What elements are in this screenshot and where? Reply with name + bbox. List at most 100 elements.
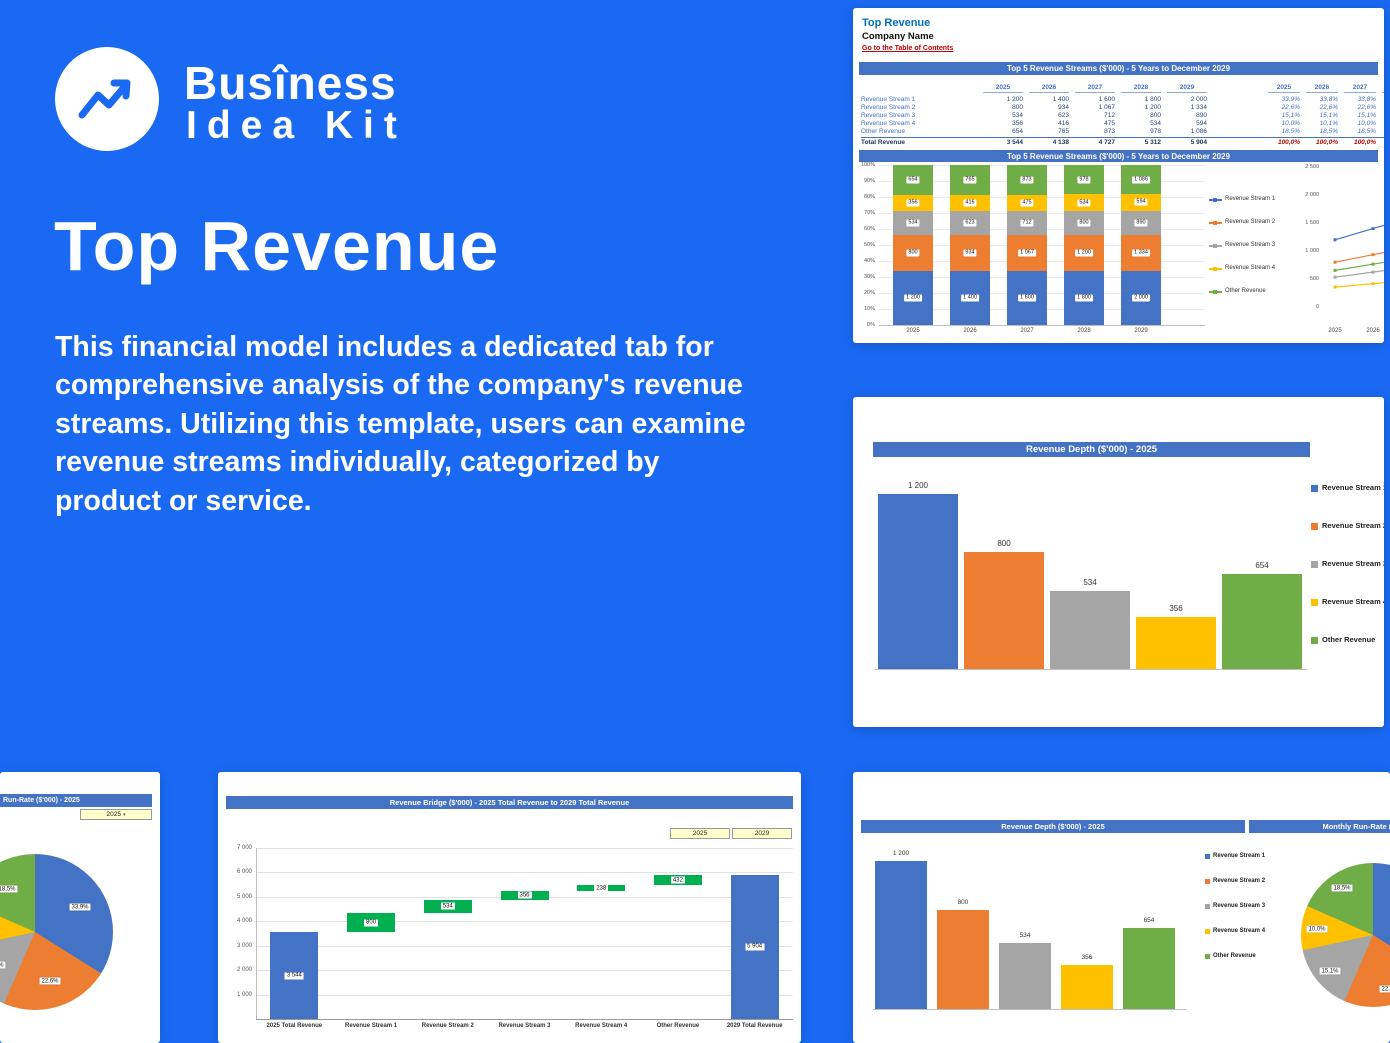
table-cell-pct: 22,6% (1319, 104, 1338, 111)
table-cell-value: 1 086 (1190, 128, 1207, 135)
legend-marker-5 (1311, 637, 1318, 644)
stacked-x-label: 2027 (1020, 328, 1034, 334)
bridge-from-year-cell[interactable]: 2025 (670, 828, 730, 839)
stacked-segment-label: 800 (1077, 219, 1091, 227)
bridge-y-axis-label: 6 000 (236, 869, 252, 876)
legend-label: Revenue Stream 3 (1225, 242, 1276, 248)
legend-label: Revenue Stream 2 (1213, 878, 1266, 884)
mini-line-chart (1333, 224, 1384, 289)
legend-label: Revenue Stream 4 (1322, 597, 1384, 606)
table-cell-pct: 22,6% (1357, 104, 1376, 111)
legend-marker-3 (1205, 904, 1210, 909)
hero-title: Top Revenue (54, 207, 500, 285)
stacked-segment-label: 1 200 (1075, 249, 1093, 257)
stacked-segment-label: 873 (1020, 176, 1034, 184)
depth-bar-label: 1 200 (907, 481, 929, 490)
gridline (256, 872, 793, 874)
x-axis-line (873, 1009, 1187, 1010)
legend-marker-point-1 (1213, 198, 1217, 202)
table-cell-value: 3 544 (1006, 139, 1023, 146)
bridge-y-axis-label: 4 000 (236, 918, 252, 925)
table-year-header: 2026 (1029, 84, 1069, 93)
table-cell-value: 800 (1150, 112, 1161, 119)
sheet-company-name: Company Name (862, 31, 934, 42)
depth-small-bar-2 (937, 910, 989, 1009)
table-cell-pct: 33,9% (1281, 96, 1300, 103)
pie-circle (0, 854, 113, 1010)
legend-marker-point-3 (1213, 244, 1217, 248)
legend-label: Other Revenue (1225, 288, 1266, 294)
table-cell-value: 712 (1104, 112, 1115, 119)
stacked-segment-label: 594 (1134, 198, 1148, 206)
legend-marker-3 (1311, 561, 1318, 568)
table-cell-value: 934 (1058, 104, 1069, 111)
stacked-segment-label: 623 (963, 219, 977, 227)
stacked-y-axis-label: 40% (863, 258, 875, 264)
stacked-y-axis-label: 60% (863, 226, 875, 232)
bridge-bar-label: 238 (594, 884, 609, 892)
table-cell-pct: 15,1% (1357, 112, 1376, 119)
secondary-y-axis-label: 1 500 (1305, 220, 1319, 226)
table-row-label: Revenue Stream 2 (861, 104, 916, 111)
table-cell-value: 594 (1196, 120, 1207, 127)
bridge-title-bar: Revenue Bridge ($'000) - 2025 Total Reve… (226, 796, 793, 809)
depth-small-bar-label: 356 (1081, 954, 1093, 962)
depth-small-bar-4 (1061, 965, 1113, 1009)
table-cell-value: 475 (1104, 120, 1115, 127)
legend-label: Revenue Stream 3 (1213, 903, 1266, 909)
runrate-pie-chart: 33,9%22,6%15,1%10,0%18,5% (0, 772, 160, 1043)
table-pct-year-header: 2028 (1382, 84, 1384, 93)
stacked-segment-label: 1 334 (1132, 249, 1150, 257)
bridge-y-axis-label: 7 000 (236, 845, 252, 851)
table-cell-value: 978 (1150, 128, 1161, 135)
bridge-x-label: 2025 Total Revenue (266, 1023, 323, 1029)
legend-label: Revenue Stream 3 (1322, 559, 1384, 568)
bridge-x-label: Revenue Stream 1 (345, 1023, 398, 1029)
depth-small-bar-3 (999, 943, 1051, 1009)
bridge-bar-label: 356 (517, 891, 532, 899)
table-cell-pct: 18,5% (1281, 128, 1300, 135)
panel-revenue-bridge: Revenue Bridge ($'000) - 2025 Total Reve… (218, 772, 801, 1043)
year-selector-value: 2025 (106, 811, 121, 818)
table-cell-value: 356 (1012, 120, 1023, 127)
gridline (256, 970, 793, 972)
stacked-segment-label: 2 000 (1132, 294, 1150, 302)
depth-small-bar-label: 1 200 (892, 850, 910, 857)
panel-runrate-pie: Run-Rate ($'000) - 2025 2025 ▾ 33,9% 22,6… (0, 772, 160, 1043)
depth-bar-label: 654 (1255, 560, 1269, 570)
table-cell-value: 2 000 (1190, 96, 1207, 103)
stacked-segment-label: 978 (1077, 176, 1091, 184)
pie-slice-label: 33,9% (69, 903, 91, 911)
stacked-segment-label: 1 600 (1018, 294, 1036, 302)
legend-marker-2 (1311, 523, 1318, 530)
table-cell-pct: 100,0% (1277, 139, 1300, 146)
table-year-header: 2028 (1121, 84, 1161, 93)
table-row-label: Total Revenue (861, 139, 905, 146)
toc-link[interactable]: Go to the Table of Contents (862, 45, 954, 52)
table-cell-value: 623 (1058, 112, 1069, 119)
stacked-segment-label: 765 (963, 176, 977, 184)
bridge-y-axis-label: 2 000 (236, 967, 252, 974)
depth-bar-label: 534 (1083, 578, 1097, 588)
table-year-header: 2025 (983, 84, 1023, 93)
depth-small-bar-label: 654 (1143, 917, 1155, 925)
depth-small-bar-1 (875, 861, 927, 1009)
runrate-title-bar: Run-Rate ($'000) - 2025 (0, 794, 152, 807)
bridge-bar-label: 5 904 (745, 943, 765, 951)
table-cell-value: 1 800 (1144, 96, 1161, 103)
table-year-header: 2027 (1075, 84, 1115, 93)
brand-name-line2: Idea Kit (186, 104, 407, 147)
table-cell-value: 5 312 (1144, 139, 1161, 146)
stacked-y-axis-label: 10% (863, 306, 875, 312)
bridge-y-axis-label: 3 000 (236, 942, 252, 949)
line-x-label: 2026 (1366, 328, 1380, 334)
y-axis-line (256, 848, 257, 1019)
year-selector[interactable]: 2025 ▾ (80, 809, 152, 820)
pie-slice-label: 15,1% (1319, 967, 1341, 975)
bridge-to-year-cell[interactable]: 2029 (732, 828, 792, 839)
stacked-segment-label: 475 (1020, 199, 1034, 207)
bridge-x-label: 2029 Total Revenue (726, 1023, 783, 1029)
stacked-y-axis-label: 70% (863, 210, 875, 216)
stacked-segment-label: 1 400 (961, 294, 979, 302)
stacked-bar-chart: 100% 90% 80% 70% 60% 50% 40% 30% 20% 10% 0% 1 200 80… (853, 8, 1384, 343)
